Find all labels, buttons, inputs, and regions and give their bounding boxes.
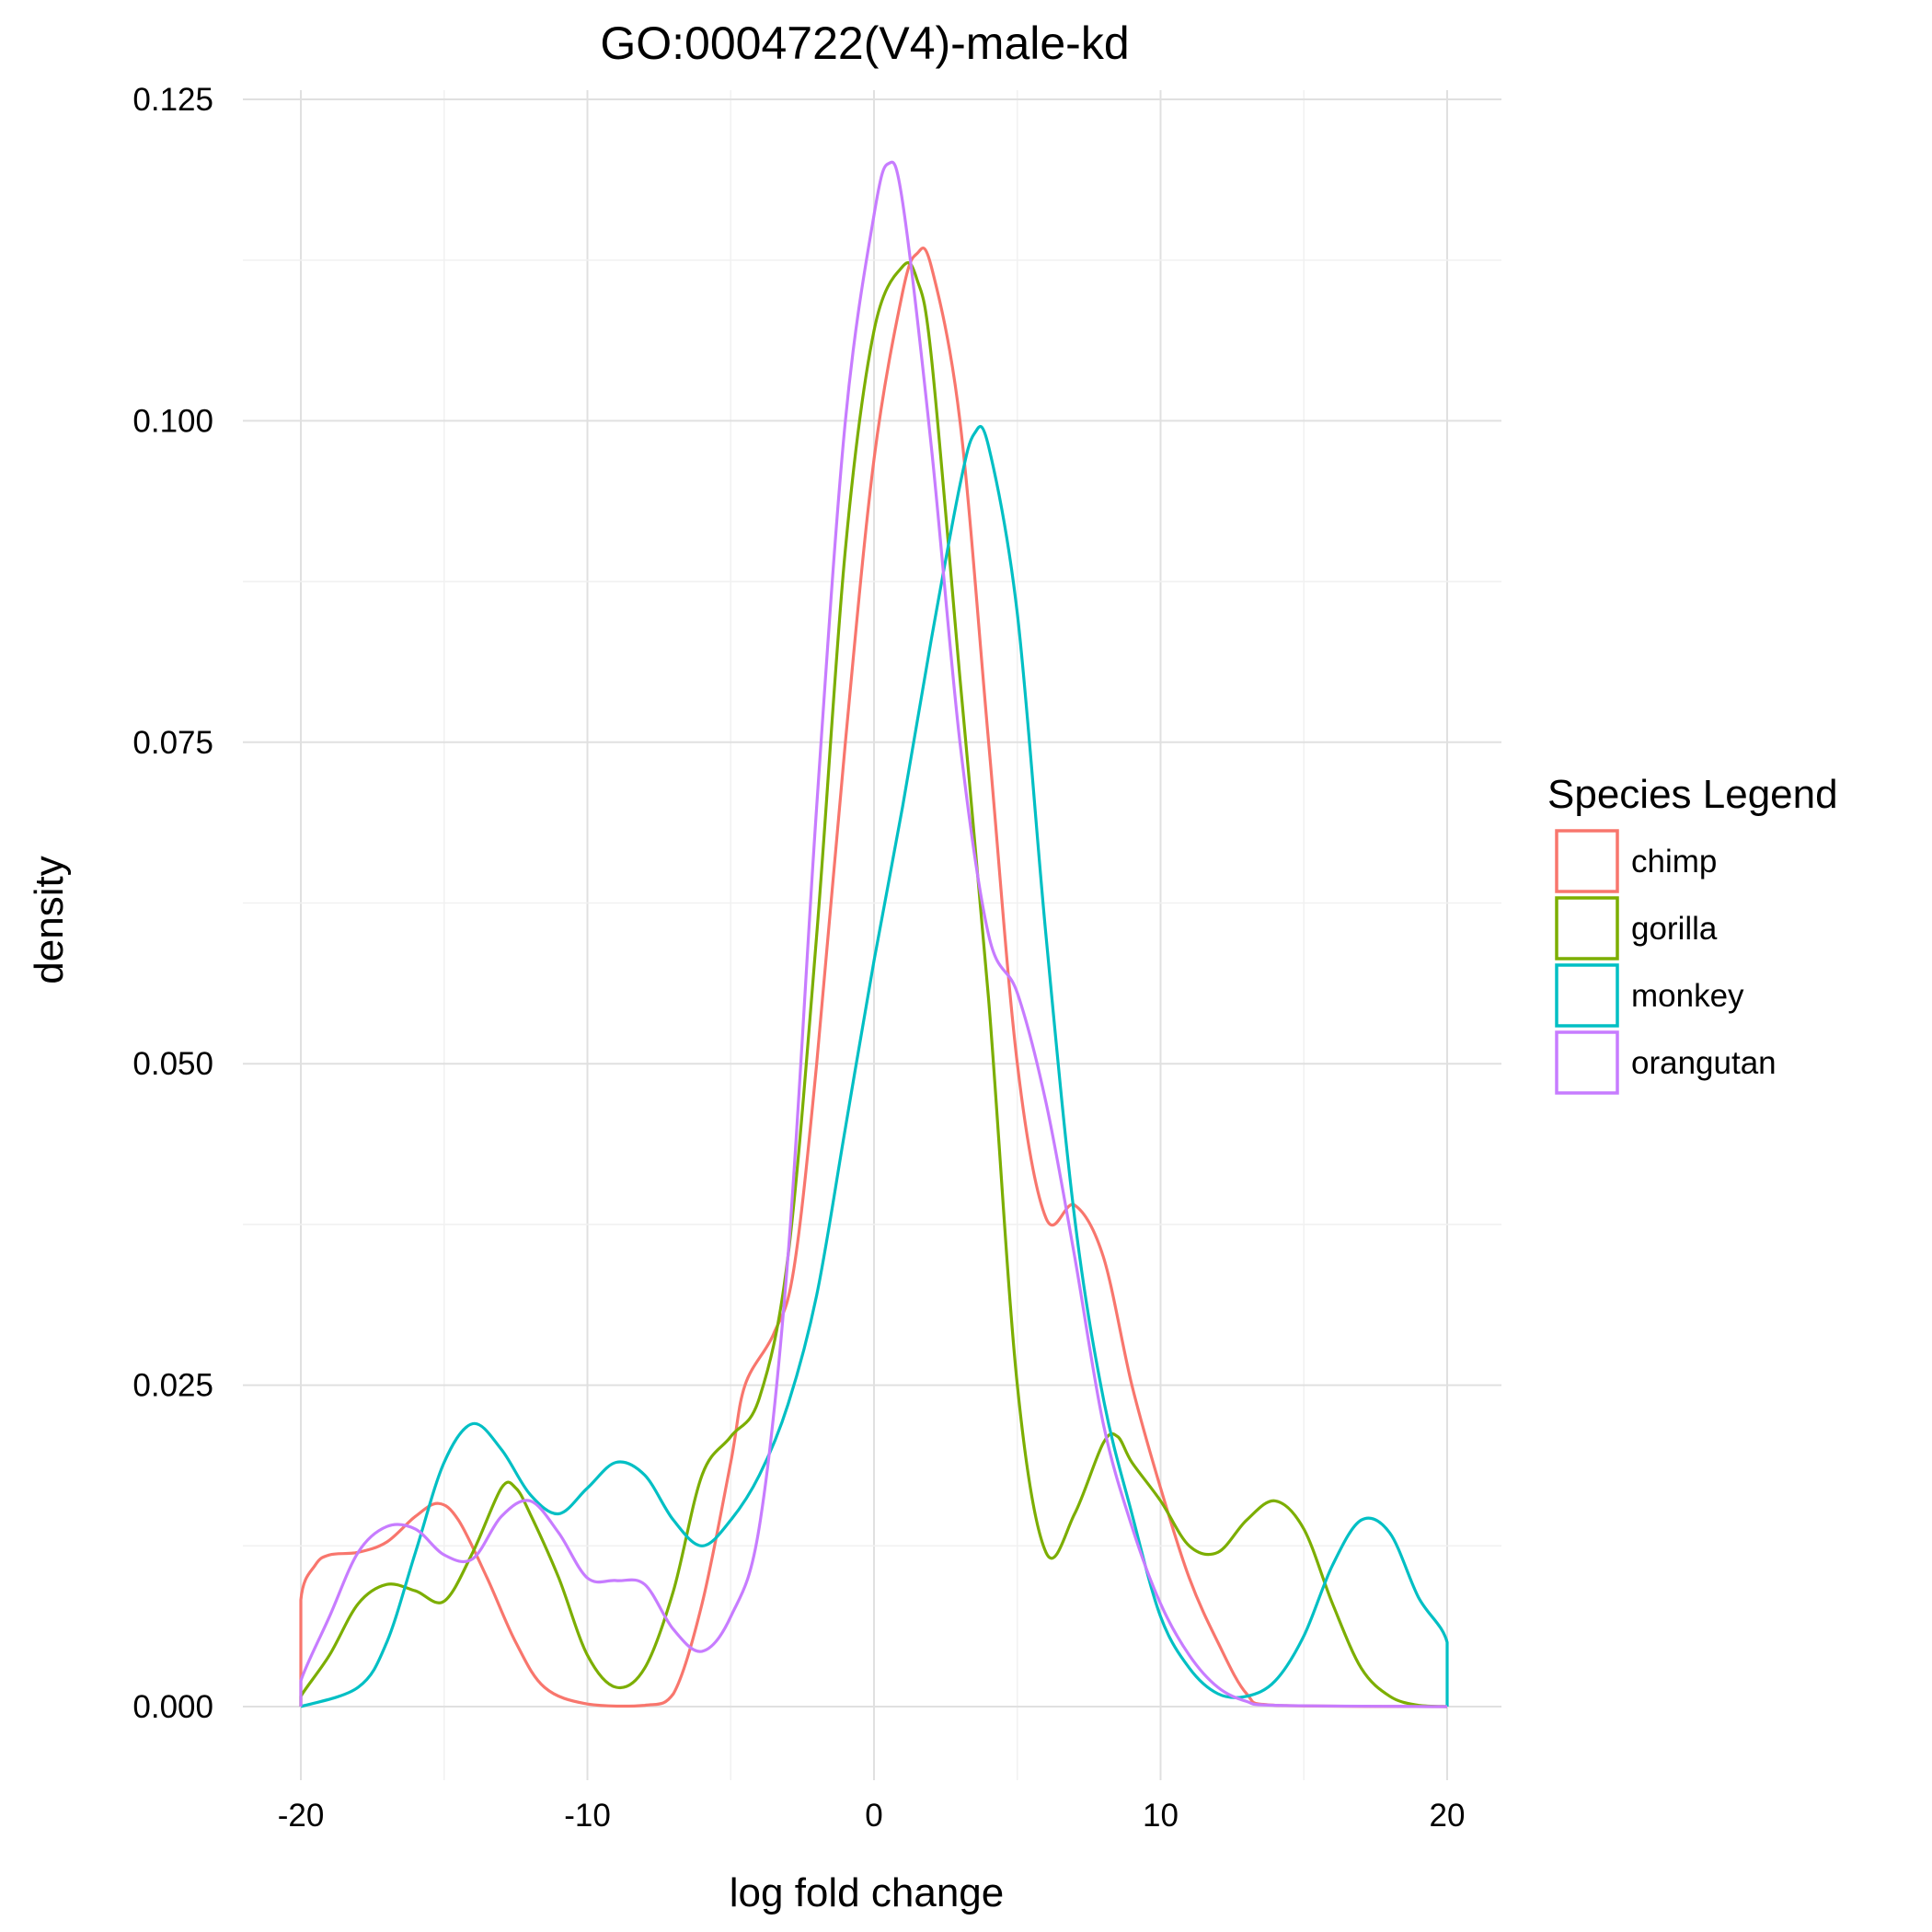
series-lines <box>299 160 1449 1708</box>
legend-label-gorilla: gorilla <box>1631 911 1718 947</box>
series-line-orangutan <box>299 160 1448 1708</box>
legend-key-gorilla <box>1555 896 1619 960</box>
legend-label-chimp: chimp <box>1631 844 1717 880</box>
y-tick-label: 0.000 <box>132 1689 213 1725</box>
x-axis-ticks: -20 -10 0 10 20 <box>278 1798 1466 1834</box>
y-tick-label: 0.100 <box>132 403 213 439</box>
series-line-chimp <box>299 247 1448 1708</box>
x-axis-label: log fold change <box>730 1870 1004 1915</box>
y-tick-label: 0.050 <box>132 1046 213 1082</box>
x-tick-label: 0 <box>865 1798 882 1834</box>
grid <box>243 90 1501 1780</box>
legend-label-monkey: monkey <box>1631 978 1744 1014</box>
x-tick-label: 20 <box>1430 1798 1466 1834</box>
y-tick-label: 0.075 <box>132 725 213 761</box>
x-tick-label: -20 <box>278 1798 325 1834</box>
legend-key-chimp <box>1555 829 1619 893</box>
series-line-monkey <box>300 424 1449 1708</box>
series-line-gorilla <box>299 261 1448 1708</box>
legend-key-orangutan <box>1555 1030 1619 1095</box>
chart-title: GO:0004722(V4)-male-kd <box>600 17 1129 69</box>
legend-label-orangutan: orangutan <box>1631 1045 1777 1081</box>
x-tick-label: 10 <box>1143 1798 1179 1834</box>
y-axis-ticks: 0.000 0.025 0.050 0.075 0.100 0.125 <box>132 82 213 1725</box>
y-tick-label: 0.025 <box>132 1368 213 1404</box>
x-tick-label: -10 <box>564 1798 611 1834</box>
legend-title: Species Legend <box>1547 772 1838 817</box>
y-axis-label: density <box>27 856 72 983</box>
y-tick-label: 0.125 <box>132 82 213 118</box>
legend: Species Legend chimp gorilla monkey orangut… <box>1547 772 1838 1095</box>
legend-key-monkey <box>1555 963 1619 1028</box>
